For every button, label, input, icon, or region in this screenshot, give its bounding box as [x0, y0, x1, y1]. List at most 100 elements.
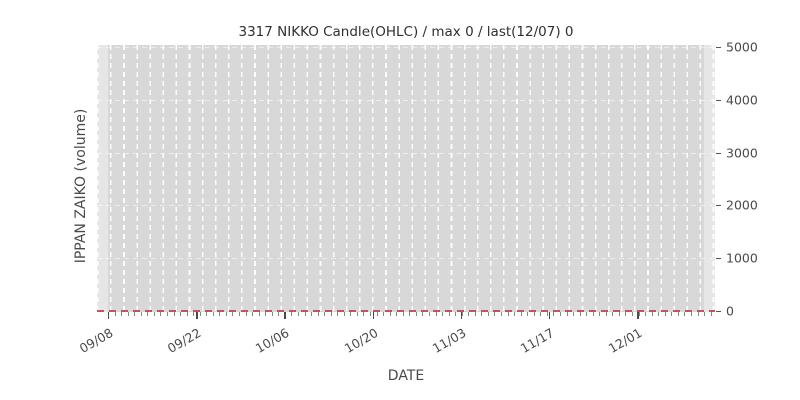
y-tick-label: 1000	[726, 250, 758, 266]
y-tick-mark	[716, 311, 721, 312]
x-tick-major	[108, 312, 110, 319]
x-tick-minor	[212, 312, 214, 316]
x-tick-minor	[599, 312, 601, 316]
x-tick-minor	[193, 312, 195, 316]
x-tick-minor	[389, 312, 391, 316]
horizontal-gridline	[97, 152, 715, 154]
y-tick-mark	[716, 47, 721, 48]
x-tick-minor	[114, 312, 116, 316]
x-tick-minor	[396, 312, 398, 316]
x-axis-title: DATE	[387, 368, 425, 384]
x-tick-minor	[160, 312, 162, 316]
series-line-ippan-zaiko	[97, 310, 715, 312]
x-tick-label: 10/06	[253, 325, 292, 357]
x-tick-minor	[658, 312, 660, 316]
x-tick-minor	[297, 312, 299, 316]
x-tick-minor	[468, 312, 470, 316]
x-tick-minor	[546, 312, 548, 316]
x-tick-minor	[304, 312, 306, 316]
x-tick-minor	[527, 312, 529, 316]
x-tick-minor	[612, 312, 614, 316]
x-tick-minor	[448, 312, 450, 316]
x-tick-minor	[684, 312, 686, 316]
x-tick-minor	[638, 312, 640, 316]
x-tick-minor	[651, 312, 653, 316]
horizontal-gridline	[97, 99, 715, 101]
x-tick-minor	[415, 312, 417, 316]
x-tick-minor	[409, 312, 411, 316]
x-tick-minor	[573, 312, 575, 316]
x-tick-minor	[147, 312, 149, 316]
y-tick-label: 4000	[726, 92, 758, 108]
y-tick-mark	[716, 99, 721, 101]
x-tick-minor	[559, 312, 561, 316]
x-tick-minor	[127, 312, 129, 316]
x-tick-minor	[245, 312, 247, 316]
x-tick-minor	[370, 312, 371, 316]
x-tick-minor	[350, 312, 352, 316]
x-tick-label: 09/22	[164, 325, 204, 357]
x-tick-minor	[520, 312, 522, 316]
x-tick-major	[284, 312, 286, 319]
horizontal-gridline	[97, 258, 715, 260]
x-tick-minor	[291, 312, 293, 316]
x-tick-minor	[690, 312, 692, 316]
plot-area[interactable]	[97, 45, 715, 312]
x-tick-minor	[239, 312, 240, 316]
x-tick-minor	[553, 312, 555, 316]
x-tick-minor	[363, 312, 365, 316]
x-tick-minor	[632, 312, 633, 316]
x-tick-minor	[474, 312, 476, 316]
chart-title: 3317 NIKKO Candle(OHLC) / max 0 / last(1…	[238, 24, 574, 40]
x-tick-minor	[671, 312, 673, 316]
x-tick-minor	[317, 312, 319, 316]
x-tick-minor	[134, 312, 136, 316]
y-axis-title: IPPAN ZAIKO (volume)	[73, 108, 89, 264]
y-tick-label: 3000	[726, 145, 758, 161]
x-tick-minor	[710, 312, 712, 316]
y-tick-mark	[716, 205, 721, 207]
x-tick-minor	[258, 312, 260, 316]
x-tick-minor	[435, 312, 437, 316]
horizontal-gridline	[97, 47, 715, 48]
x-tick-minor	[199, 312, 201, 316]
y-tick-mark	[716, 258, 721, 260]
x-tick-minor	[271, 312, 273, 316]
y-tick-label: 5000	[726, 39, 758, 55]
x-tick-minor	[664, 312, 666, 316]
x-tick-minor	[442, 312, 444, 316]
x-tick-minor	[461, 312, 463, 316]
x-tick-label: 09/08	[76, 325, 116, 357]
x-tick-minor	[186, 312, 188, 316]
x-tick-minor	[337, 312, 339, 316]
x-tick-label: 12/01	[605, 325, 645, 357]
x-tick-minor	[540, 312, 542, 316]
x-tick-minor	[330, 312, 332, 316]
x-tick-minor	[324, 312, 326, 316]
x-tick-minor	[487, 312, 489, 316]
x-tick-minor	[219, 312, 221, 316]
horizontal-gridline	[97, 205, 715, 207]
x-tick-minor	[343, 312, 345, 316]
x-tick-minor	[428, 312, 430, 316]
y-tick-label: 2000	[726, 197, 758, 213]
x-tick-major	[460, 312, 463, 319]
x-tick-minor	[173, 312, 175, 316]
x-tick-minor	[402, 312, 404, 316]
x-tick-minor	[618, 312, 620, 316]
x-tick-label: 11/17	[517, 325, 557, 357]
x-tick-minor	[356, 312, 358, 316]
x-tick-minor	[206, 312, 208, 316]
x-tick-minor	[677, 312, 679, 316]
x-tick-minor	[180, 312, 182, 316]
x-tick-minor	[225, 312, 227, 316]
x-tick-minor	[501, 312, 502, 316]
x-tick-minor	[605, 312, 607, 316]
vertical-gridlines	[97, 45, 715, 312]
y-tick-label: 0	[726, 303, 734, 319]
x-tick-minor	[422, 312, 424, 316]
x-tick-minor	[514, 312, 516, 316]
x-tick-label: 11/03	[429, 325, 469, 357]
x-tick-minor	[586, 312, 588, 316]
